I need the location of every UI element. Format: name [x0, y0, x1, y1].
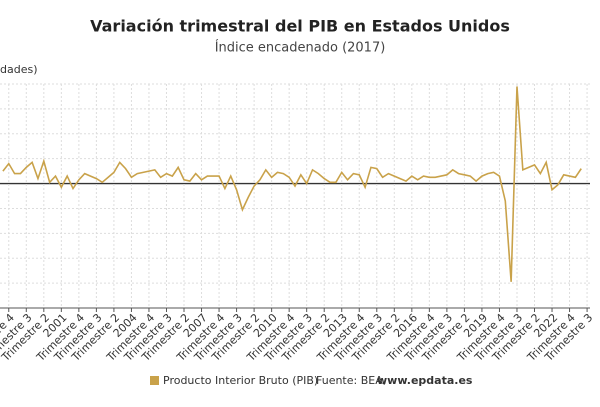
chart-subtitle: Índice encadenado (2017)	[215, 40, 386, 56]
chart-title: Variación trimestral del PIB en Estados …	[90, 17, 510, 36]
line-series	[2, 86, 582, 282]
y-axis-label: dades)	[0, 63, 38, 76]
legend: Producto Interior Bruto (PIB)	[150, 374, 318, 387]
legend-label: Producto Interior Bruto (PIB)	[163, 374, 318, 387]
source: Fuente: BEA,	[316, 374, 386, 387]
legend-swatch	[150, 376, 159, 385]
source-link: www.epdata.es	[377, 374, 473, 387]
